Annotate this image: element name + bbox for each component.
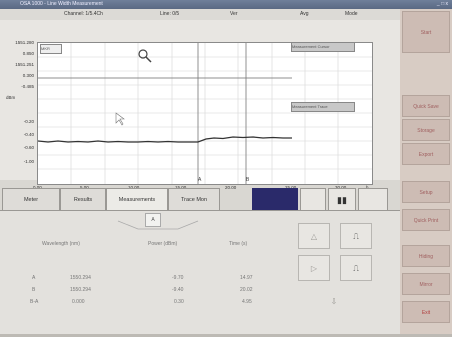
plot-tag: MKR [40,44,62,54]
x-tick: 25.00 [285,185,296,190]
y-tick: 1551.251 [15,62,34,67]
x-tick: 15.00 [175,185,186,190]
row-label: A [32,275,36,281]
y-tick: -1.00 [23,159,34,164]
triangle-right-icon: ▷ [310,264,318,273]
zoom-icon[interactable] [138,49,148,59]
quick-print-button[interactable]: Quick Print [402,209,450,231]
tab-bar: Meter Results Measurements Trace Mon ▮▮ [0,184,400,212]
pulse-button[interactable]: ⎍ [340,223,372,249]
row-power: -9.40 [172,287,184,293]
header-field3: Ver [230,11,238,17]
arrow-icon: ⇩ [330,297,338,306]
measurements-panel: A Wavelength (nm) Power (dBm) Time (s) A… [0,210,400,335]
row-power: -9.70 [172,275,184,281]
sidebar: Start Quick Save Storage Export Setup Qu… [400,9,452,335]
tab-results[interactable]: Results [60,188,106,210]
x-tick: 0.00 [33,185,42,190]
arrow-button[interactable]: ⇩ [318,289,350,315]
header-field4: Avg [300,11,309,17]
tab-icon-3[interactable] [358,188,388,210]
lower-trace [37,136,292,143]
x-unit-label: h [366,185,369,190]
index-value[interactable]: A [145,213,161,227]
tab-meter[interactable]: Meter [2,188,60,210]
hiding-button[interactable]: Hiding [402,245,450,267]
triangle-up-button[interactable]: △ [298,223,330,249]
triangle-up-icon: △ [310,232,318,241]
step-icon: ⎍ [353,264,359,273]
storage-button[interactable]: Storage [402,119,450,141]
y-tick: 0.300 [22,73,34,78]
trace-plot[interactable]: A B [37,42,373,185]
y-tick: -0.40 [23,132,34,137]
x-tick: 30.00 [335,185,346,190]
row-wavelength: 1550.294 [70,287,91,293]
header-channel: Channel: 1/5.4Ch [64,11,103,17]
row-time: 14.97 [240,275,253,281]
row-label: B-A [30,299,39,305]
col-power-header: Power (dBm) [148,241,178,247]
header-field5: Mode [345,11,358,17]
y-tick: -0.20 [23,119,34,124]
bar-chart-icon: ▮▮ [337,195,347,205]
pulse-icon: ⎍ [353,232,359,241]
tab-icon-1[interactable] [300,188,326,210]
tab-measurements[interactable]: Measurements [106,188,168,210]
step-button[interactable]: ⎍ [340,255,372,281]
tab-icon-2[interactable]: ▮▮ [328,188,356,210]
row-time: 4.95 [242,299,252,305]
y-tick: -0.60 [23,145,34,150]
marker-a-label: A [198,177,202,183]
window-title: OSA 1000 - Line Width Measurement [20,1,103,7]
status-header: Channel: 1/5.4Ch Line: 0/5 Ver Avg Mode [0,9,400,20]
col-time-header: Time (s) [229,241,248,247]
tab-active-indicator[interactable] [252,188,298,210]
status-bar [0,334,452,337]
index-selector [117,220,199,230]
zoom-icon-handle [145,56,152,63]
y-tick: 1551.280 [15,40,34,45]
row-wavelength: 1550.294 [70,275,91,281]
y-tick: 0.850 [22,51,34,56]
row-wavelength: 0.000 [72,299,85,305]
cursor-icon [115,112,125,126]
start-button[interactable]: Start [402,11,450,53]
triangle-right-button[interactable]: ▷ [298,255,330,281]
export-button[interactable]: Export [402,143,450,165]
mirror-button[interactable]: Mirror [402,273,450,295]
x-tick: 5.00 [80,185,89,190]
marker-b-label: B [246,177,250,183]
y-unit-label: dBm [6,95,16,100]
x-tick: 10.00 [128,185,139,190]
plot-area: 1551.280 0.850 1551.251 0.300 -0.485 dBm… [0,20,400,190]
setup-button[interactable]: Setup [402,181,450,203]
marker-box-2: Measurement Trace [291,102,355,112]
row-label: B [32,287,36,293]
plot-svg: A B [37,43,372,184]
tab-trace-mon[interactable]: Trace Mon [168,188,220,210]
marker-box-1: Measurement Cursor [291,42,355,52]
header-label: Line: 0/5 [160,11,180,17]
y-tick: -0.485 [21,84,34,89]
row-power: 0.30 [174,299,184,305]
row-time: 20.02 [240,287,253,293]
quick-save-button[interactable]: Quick Save [402,95,450,117]
x-tick: 20.00 [225,185,237,190]
exit-button[interactable]: Exit [402,301,450,323]
window-controls[interactable]: _ □ x [436,1,448,7]
col-wavelength-header: Wavelength (nm) [42,241,80,247]
title-bar: OSA 1000 - Line Width Measurement _ □ x [0,0,452,9]
